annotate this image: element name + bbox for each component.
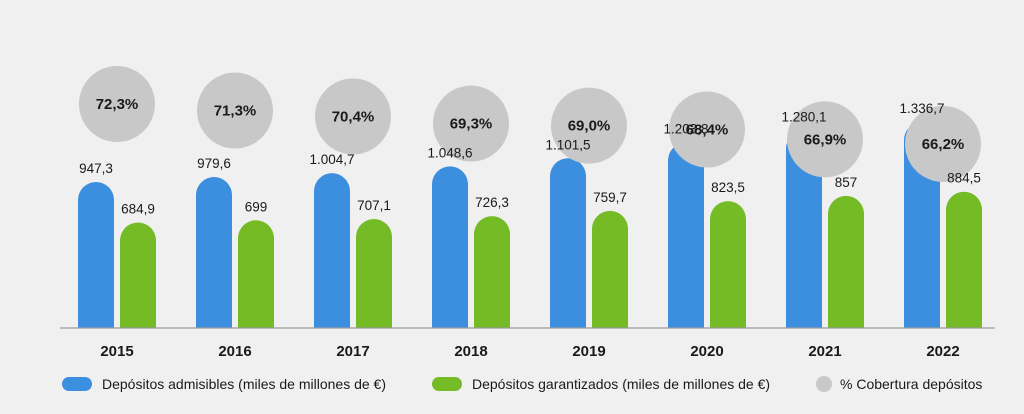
data-label-garantizados-2015: 684,9 <box>121 201 155 216</box>
coverage-circle-2020 <box>669 91 745 168</box>
x-tick-2015: 2015 <box>100 343 133 360</box>
data-label-admisibles-2015: 947,3 <box>79 161 113 176</box>
coverage-circle-2021 <box>787 101 863 178</box>
bar-garantizados-2021 <box>828 195 864 328</box>
bar-admisibles-2018 <box>432 166 468 328</box>
data-label-admisibles-2021: 1.280,1 <box>781 110 826 125</box>
labels-layer: 947,3 684,9 72,3% 2015 979,6 699 71,3% 2016 1.00… <box>79 96 981 360</box>
coverage-circle-2017 <box>315 78 391 155</box>
coverage-circle-2019 <box>551 87 627 164</box>
legend-swatch-cobertura <box>816 376 832 392</box>
coverage-label-2019: 69,0% <box>568 118 611 135</box>
bar-garantizados-2019 <box>592 210 628 328</box>
bar-garantizados-2020 <box>710 201 746 328</box>
legend-label-cobertura: % Cobertura depósitos <box>840 376 982 392</box>
data-label-admisibles-2022: 1.336,7 <box>899 101 944 116</box>
legend-swatch-admisibles <box>62 377 92 391</box>
bar-garantizados-2018 <box>474 216 510 328</box>
coverage-circle-2016 <box>197 72 273 149</box>
bar-admisibles-2019 <box>550 158 586 328</box>
coverage-circle-2022 <box>905 105 981 182</box>
bar-garantizados-2017 <box>356 219 392 328</box>
coverage-label-2020: 68,4% <box>686 122 729 139</box>
bar-admisibles-2017 <box>314 173 350 328</box>
coverage-circle-2018 <box>433 85 509 162</box>
legend-swatch-garantizados <box>432 377 462 391</box>
coverage-circle-2015 <box>79 66 155 142</box>
legend-label-garantizados: Depósitos garantizados (miles de millone… <box>472 376 770 392</box>
legend: Depósitos admisibles (miles de millones … <box>62 376 982 392</box>
x-tick-2019: 2019 <box>572 343 605 360</box>
data-label-garantizados-2019: 759,7 <box>593 190 627 205</box>
x-tick-2020: 2020 <box>690 343 723 360</box>
coverage-label-2015: 72,3% <box>96 96 139 113</box>
legend-label-admisibles: Depósitos admisibles (miles de millones … <box>102 376 386 392</box>
bar-garantizados-2015 <box>120 222 156 328</box>
data-label-garantizados-2022: 884,5 <box>947 171 981 186</box>
bars-layer <box>78 66 982 328</box>
x-tick-2022: 2022 <box>926 343 959 360</box>
bar-garantizados-2016 <box>238 220 274 328</box>
x-tick-2021: 2021 <box>808 343 841 360</box>
data-label-garantizados-2017: 707,1 <box>357 198 391 213</box>
bar-admisibles-2021 <box>786 130 822 328</box>
data-label-admisibles-2016: 979,6 <box>197 156 231 171</box>
x-tick-2017: 2017 <box>336 343 369 360</box>
data-label-garantizados-2021: 857 <box>835 175 858 190</box>
bar-admisibles-2020 <box>668 142 704 328</box>
coverage-label-2021: 66,9% <box>804 131 847 148</box>
data-label-garantizados-2020: 823,5 <box>711 180 745 195</box>
data-label-admisibles-2018: 1.048,6 <box>427 145 472 160</box>
bar-garantizados-2022 <box>946 191 982 328</box>
x-tick-2016: 2016 <box>218 343 251 360</box>
data-label-admisibles-2019: 1.101,5 <box>545 137 590 152</box>
bar-admisibles-2015 <box>78 182 114 328</box>
data-label-garantizados-2016: 699 <box>245 199 268 214</box>
bar-admisibles-2016 <box>196 177 232 328</box>
x-tick-2018: 2018 <box>454 343 487 360</box>
coverage-label-2017: 70,4% <box>332 108 375 125</box>
coverage-label-2016: 71,3% <box>214 103 257 120</box>
data-label-admisibles-2017: 1.004,7 <box>309 152 354 167</box>
data-label-admisibles-2020: 1.203,8 <box>663 121 708 136</box>
coverage-label-2022: 66,2% <box>922 136 965 153</box>
coverage-label-2018: 69,3% <box>450 116 493 133</box>
data-label-garantizados-2018: 726,3 <box>475 195 509 210</box>
